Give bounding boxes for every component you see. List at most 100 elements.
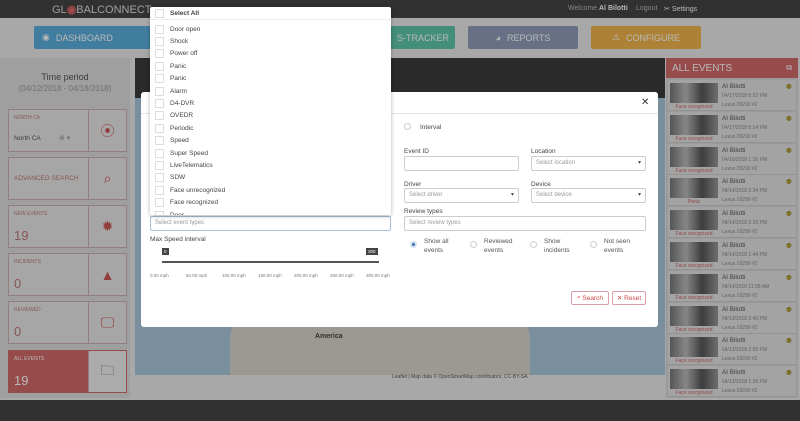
settings-link[interactable]: ✂ Settings (664, 5, 697, 13)
speed-slider-track[interactable] (162, 261, 379, 263)
event-item[interactable]: Face recognized Al Bilotti 04/13/2018 1:… (668, 366, 796, 398)
location-select[interactable]: Select location (531, 156, 646, 171)
event-thumbnail[interactable] (670, 114, 718, 135)
review-filter-radio[interactable] (470, 241, 477, 248)
speed-min-handle[interactable]: 0 (162, 248, 169, 255)
event-date: 04/13/2018 2:55 PM (722, 347, 768, 354)
event-item[interactable]: Face recognized Al Bilotti 04/16/2018 1:… (668, 143, 796, 175)
checkbox[interactable] (155, 49, 164, 59)
checkbox[interactable] (155, 161, 164, 171)
speed-tick-label: 100.00 mph (222, 273, 246, 278)
event-item[interactable]: Face recognized Al Bilotti 04/14/2018 1:… (668, 239, 796, 270)
checkbox[interactable] (155, 37, 164, 47)
event-item[interactable]: Face recognized Al Bilotti 04/13/2018 2:… (668, 334, 796, 366)
expand-icon[interactable]: ⧉ (786, 63, 792, 72)
event-type-option[interactable]: Door open (150, 23, 391, 35)
event-type-option[interactable]: Alarm (150, 85, 391, 97)
checkbox[interactable] (155, 148, 164, 158)
driver-icon[interactable]: ⚉ (785, 243, 792, 250)
event-type-option[interactable]: Periodic (150, 122, 391, 134)
logout-link[interactable]: Logout (636, 5, 658, 12)
driver-icon[interactable]: ⚉ (785, 370, 792, 378)
close-icon[interactable]: ✕ (641, 97, 650, 108)
event-item[interactable]: Face recognized Al Bilotti 04/14/2018 11… (668, 270, 796, 302)
checkbox[interactable] (155, 173, 164, 183)
event-thumbnail[interactable] (670, 210, 718, 231)
event-type-option[interactable]: Face recognized (150, 197, 391, 209)
checkbox[interactable] (155, 74, 164, 84)
event-type-option[interactable]: LiveTelematics (150, 159, 391, 171)
event-thumbnail[interactable] (670, 242, 718, 262)
review-filter-radio[interactable] (590, 241, 597, 248)
event-item[interactable]: Face recognized Al Bilotti 04/17/2018 5:… (668, 111, 796, 143)
event-type-option[interactable]: Panic (150, 60, 391, 72)
time-period-range[interactable]: (04/12/2018 - 04/18/2018) (18, 84, 112, 93)
event-type-option[interactable]: Door (150, 209, 391, 215)
driver-icon[interactable]: ⚉ (785, 274, 792, 282)
speed-max-handle[interactable]: 300 (366, 248, 378, 255)
review-filter-radio[interactable] (410, 241, 417, 248)
new-events-card[interactable]: NEW EVENTS 19 ✹ (8, 205, 127, 248)
driver-icon[interactable]: ⚉ (785, 306, 792, 314)
driver-icon[interactable]: ⚉ (785, 115, 792, 123)
event-type-option[interactable]: Face unrecognized (150, 184, 391, 196)
event-type-option[interactable]: Panic (150, 73, 391, 85)
checkbox[interactable] (155, 185, 164, 195)
driver-select[interactable]: Select driver (404, 188, 519, 203)
checkbox[interactable] (155, 61, 164, 71)
location-pin-icon[interactable]: ⦿ (88, 110, 126, 151)
all-events-card[interactable]: ALL EVENTS 19 🗀 (8, 350, 127, 393)
checkbox[interactable] (155, 86, 164, 96)
event-item[interactable]: Face recognized Al Bilotti 04/14/2018 2:… (668, 207, 796, 239)
search-button[interactable]: ⌕ Search (571, 291, 609, 305)
driver-icon[interactable]: ⚉ (785, 179, 792, 187)
nav-configure[interactable]: ⚠ CONFIGURE (591, 26, 701, 49)
checkbox[interactable] (155, 123, 164, 133)
event-item[interactable]: Face recognized Al Bilotti 04/13/2018 2:… (668, 302, 796, 334)
clear-icon[interactable]: ⊗ ▾ (59, 135, 71, 142)
checkbox[interactable] (155, 24, 164, 34)
interval-radio[interactable] (404, 123, 411, 130)
checkbox[interactable] (155, 198, 164, 208)
driver-icon[interactable]: ⚉ (785, 338, 792, 346)
review-filter-radio[interactable] (530, 241, 537, 248)
event-thumbnail[interactable] (670, 273, 718, 294)
event-type-option[interactable]: SDW (150, 172, 391, 184)
reviewed-card[interactable]: REVIEWED 0 🖵 (8, 301, 127, 344)
advanced-search-card[interactable]: ADVANCED SEARCH ⌕ (8, 157, 127, 200)
event-type-option[interactable]: Power off (150, 48, 391, 60)
event-thumbnail[interactable] (670, 83, 718, 103)
event-type-option[interactable]: D4-DVR (150, 97, 391, 109)
nav-reports[interactable]: ◕ REPORTS (468, 26, 578, 49)
event-item[interactable]: Panic Al Bilotti 04/14/2018 2:34 PM Lexu… (668, 175, 796, 207)
incidents-card[interactable]: INCIDENTS 0 ▲ (8, 253, 127, 296)
event-type-option[interactable]: Super Speed (150, 147, 391, 159)
event-thumbnail[interactable] (670, 178, 718, 199)
event-item[interactable]: Face recognized Al Bilotti 04/17/2018 5:… (668, 80, 796, 111)
review-types-input[interactable]: Select review types (404, 216, 646, 231)
map-attribution[interactable]: Leaflet | Map data © OpenStreetMap contr… (392, 374, 528, 380)
event-thumbnail[interactable] (670, 146, 718, 167)
reset-button[interactable]: ✕ Reset (612, 291, 646, 305)
device-select[interactable]: Select device (531, 188, 646, 203)
driver-icon[interactable]: ⚉ (785, 211, 792, 219)
driver-icon[interactable]: ⚉ (785, 84, 792, 91)
event-thumbnail[interactable] (670, 337, 718, 358)
event-type-option[interactable]: OVEDR (150, 110, 391, 122)
interval-label: Interval (420, 124, 442, 131)
event-type-option[interactable]: Shock (150, 35, 391, 47)
event-type-option[interactable]: Speed (150, 135, 391, 147)
event-types-input[interactable]: Select event types (150, 216, 391, 231)
event-thumbnail[interactable] (670, 369, 718, 390)
region-select[interactable]: North CA (14, 135, 41, 142)
select-all-option[interactable]: Select All (150, 8, 391, 21)
checkbox[interactable] (155, 99, 164, 109)
checkbox[interactable] (155, 111, 164, 121)
search-icon[interactable]: ⌕ (88, 158, 126, 199)
event-id-input[interactable] (404, 156, 519, 171)
event-thumbnail[interactable] (670, 305, 718, 326)
driver-icon[interactable]: ⚉ (785, 147, 792, 155)
checkbox[interactable] (155, 136, 164, 146)
checkbox[interactable] (155, 9, 164, 19)
checkbox[interactable] (155, 210, 164, 215)
